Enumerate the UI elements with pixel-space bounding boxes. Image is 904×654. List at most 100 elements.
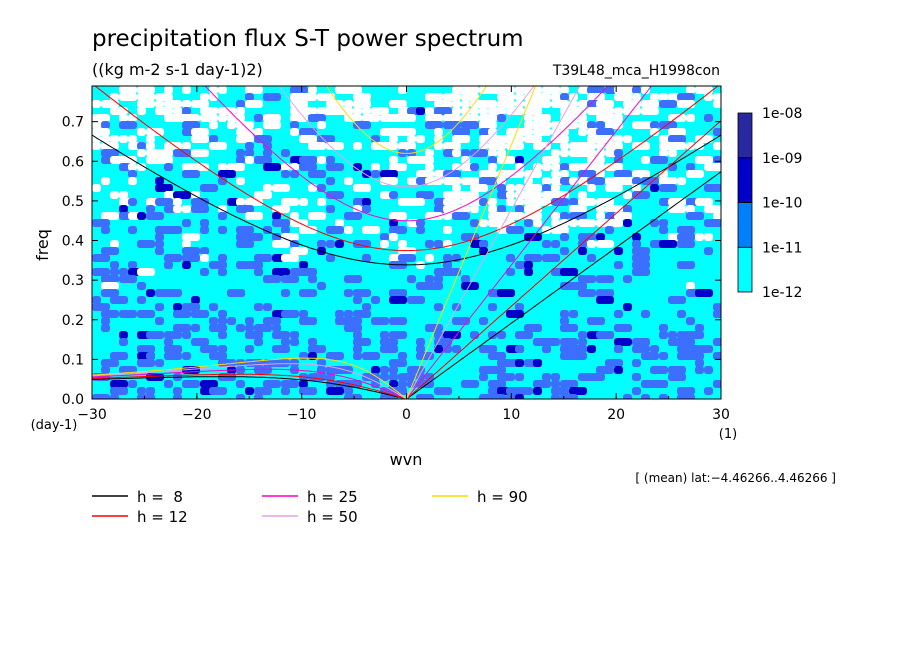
field-cell: [587, 121, 596, 129]
field-cell: [290, 170, 299, 178]
field-cell: [695, 135, 713, 143]
field-cell: [254, 128, 263, 136]
field-cell: [623, 219, 632, 227]
field-cell: [389, 212, 407, 220]
field-cell: [101, 310, 119, 318]
field-cell: [398, 380, 407, 388]
field-cell: [191, 324, 200, 332]
field-cell: [272, 233, 281, 241]
field-cell: [371, 163, 380, 171]
field-cell: [461, 156, 470, 164]
field-cell: [452, 345, 461, 353]
field-cell: [578, 142, 596, 150]
field-cell: [551, 387, 569, 395]
field-cell: [218, 254, 227, 262]
field-cell: [614, 345, 623, 353]
field-cell: [380, 373, 389, 381]
field-cell: [209, 121, 218, 129]
field-cell: [353, 86, 362, 94]
field-cell: [326, 240, 335, 248]
field-cell: [596, 289, 614, 297]
field-cell: [101, 359, 119, 367]
field-cell: [560, 310, 569, 318]
field-cell: [308, 345, 326, 353]
field-cell: [596, 149, 605, 157]
field-cell: [146, 205, 155, 213]
field-cell: [245, 156, 254, 164]
field-cell: [704, 219, 721, 227]
field-cell: [308, 212, 326, 220]
field-cell: [236, 205, 254, 213]
field-cell: [488, 156, 497, 164]
field-cell: [560, 128, 569, 136]
field-cell: [686, 142, 695, 150]
field-cell: [146, 212, 164, 220]
field-cell: [317, 240, 326, 248]
field-cell: [101, 135, 110, 143]
field-cell: [461, 121, 479, 129]
field-cell: [236, 226, 254, 234]
field-cell: [182, 107, 191, 115]
field-cell: [119, 310, 137, 318]
field-cell: [137, 394, 155, 399]
field-cell: [605, 114, 623, 122]
field-cell: [542, 338, 560, 346]
field-cell: [191, 128, 209, 136]
field-cell: [551, 149, 560, 157]
field-cell: [389, 373, 398, 381]
field-cell: [137, 86, 155, 94]
field-cell: [137, 387, 146, 395]
field-cell: [200, 268, 209, 276]
y-axis: 0.0 0.1 0.2 0.3 0.4 0.5 0.6 0.7: [62, 115, 721, 408]
field-cell: [659, 324, 668, 332]
field-cell: [389, 359, 407, 367]
field-cell: [254, 331, 263, 339]
field-cell: [578, 219, 596, 227]
kelvin-curve-h8: [406, 171, 721, 399]
field-cell: [299, 387, 317, 395]
field-cell: [407, 366, 425, 374]
field-cell: [461, 282, 479, 290]
power-field: [92, 86, 721, 399]
field-cell: [695, 359, 704, 367]
field-cell: [218, 163, 227, 171]
field-cell: [497, 205, 506, 213]
field-cell: [335, 240, 344, 248]
field-cell: [191, 198, 209, 206]
field-cell: [515, 128, 533, 136]
field-cell: [569, 387, 587, 395]
field-cell: [443, 226, 452, 234]
field-cell: [533, 212, 542, 220]
field-cell: [614, 324, 632, 332]
field-cell: [668, 128, 686, 136]
field-cell: [272, 212, 281, 220]
field-cell: [443, 100, 452, 108]
legend-label: h = 90: [477, 488, 528, 506]
field-cell: [497, 86, 515, 94]
field-cell: [290, 338, 299, 346]
field-cell: [713, 352, 721, 360]
field-cell: [398, 240, 407, 248]
field-cell: [470, 219, 479, 227]
field-cell: [452, 128, 470, 136]
field-cell: [389, 331, 407, 339]
field-cell: [425, 114, 443, 122]
field-cell: [173, 254, 182, 262]
field-cell: [164, 289, 182, 297]
field-cell: [281, 226, 290, 234]
field-cell: [641, 352, 659, 360]
field-cell: [398, 86, 407, 94]
field-cell: [245, 198, 263, 206]
field-cell: [218, 317, 227, 325]
chart-subtitle: ((kg m-2 s-1 day-1)2): [92, 60, 263, 79]
field-cell: [632, 261, 650, 269]
field-cell: [362, 226, 380, 234]
field-cell: [218, 345, 227, 353]
field-cell: [236, 135, 254, 143]
field-cell: [533, 380, 551, 388]
field-cell: [353, 296, 362, 304]
field-cell: [182, 114, 200, 122]
field-cell: [101, 226, 110, 234]
field-cell: [560, 226, 569, 234]
field-cell: [596, 275, 614, 283]
